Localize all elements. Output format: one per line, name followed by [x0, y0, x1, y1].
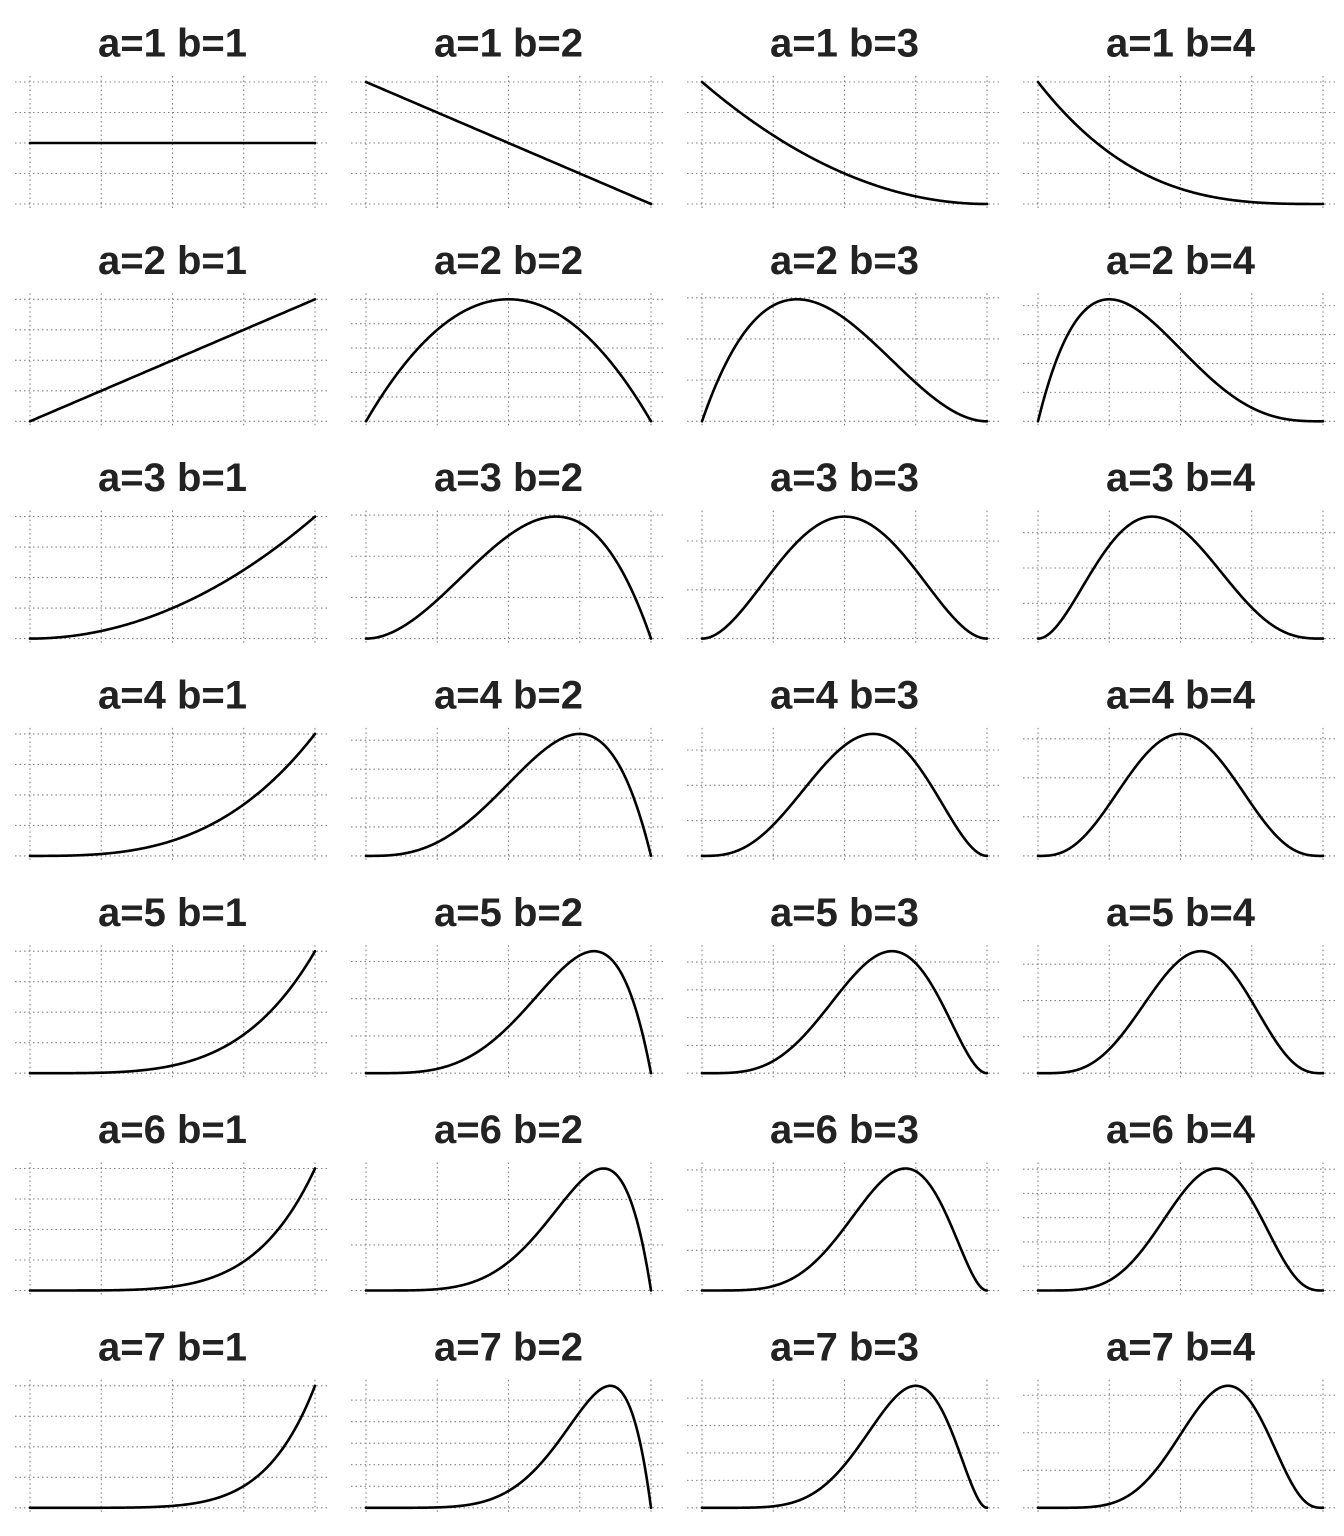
- panel-title: a=1 b=3: [770, 22, 919, 66]
- panel: a=5 b=3: [687, 891, 1002, 1080]
- panel-title: a=1 b=4: [1106, 22, 1256, 66]
- pdf-curve: [700, 80, 989, 206]
- panel-title: a=1 b=1: [98, 22, 247, 66]
- panel-title: a=5 b=1: [98, 891, 247, 935]
- pdf-curve: [700, 732, 989, 858]
- pdf-curve: [1036, 515, 1325, 640]
- panel-title: a=2 b=2: [434, 239, 583, 283]
- pdf-curve: [28, 298, 317, 423]
- panel: a=6 b=4: [1023, 1108, 1338, 1297]
- pdf-curve: [364, 515, 653, 640]
- panel: a=3 b=3: [687, 456, 1002, 645]
- panel-title: a=3 b=1: [98, 456, 247, 500]
- panel-title: a=7 b=4: [1106, 1325, 1256, 1369]
- panel: a=2 b=4: [1023, 239, 1338, 428]
- panel: a=5 b=4: [1023, 891, 1338, 1080]
- panel: a=6 b=2: [351, 1108, 666, 1297]
- pdf-curve: [1036, 1167, 1325, 1292]
- panel: a=2 b=3: [687, 239, 1002, 428]
- pdf-curve: [1036, 1384, 1325, 1510]
- panel: a=2 b=1: [15, 239, 330, 428]
- panel: a=5 b=2: [351, 891, 666, 1080]
- pdf-curve: [1036, 80, 1325, 206]
- panel: a=5 b=1: [15, 891, 330, 1080]
- pdf-curve: [28, 515, 317, 640]
- panel: a=7 b=2: [351, 1325, 666, 1514]
- panel-title: a=6 b=3: [770, 1108, 919, 1152]
- pdf-curve: [364, 298, 653, 423]
- panel-title: a=3 b=3: [770, 456, 919, 500]
- panel-title: a=2 b=3: [770, 239, 919, 283]
- panel: a=3 b=4: [1023, 456, 1338, 645]
- panel: a=1 b=4: [1023, 22, 1338, 210]
- pdf-curve: [1036, 732, 1325, 858]
- pdf-curve: [28, 949, 317, 1075]
- pdf-curve: [1036, 298, 1325, 423]
- pdf-curve: [28, 732, 317, 858]
- panel: a=2 b=2: [351, 239, 666, 428]
- panel: a=4 b=2: [351, 673, 666, 862]
- panel: a=4 b=4: [1023, 673, 1338, 862]
- panel-title: a=4 b=4: [1106, 673, 1256, 717]
- panel: a=7 b=3: [687, 1325, 1002, 1514]
- panel-title: a=2 b=4: [1106, 239, 1256, 283]
- pdf-curve: [700, 515, 989, 640]
- panel: a=1 b=1: [15, 22, 330, 210]
- panel-title: a=7 b=2: [434, 1325, 583, 1369]
- panel-title: a=4 b=2: [434, 673, 583, 717]
- panel-title: a=5 b=4: [1106, 891, 1256, 935]
- panel: a=4 b=3: [687, 673, 1002, 862]
- panel-title: a=6 b=1: [98, 1108, 247, 1152]
- panel: a=6 b=1: [15, 1108, 330, 1297]
- panel-title: a=6 b=2: [434, 1108, 583, 1152]
- panel-title: a=4 b=3: [770, 673, 919, 717]
- pdf-curve: [28, 1384, 317, 1510]
- panel-title: a=7 b=1: [98, 1325, 247, 1369]
- panel: a=1 b=3: [687, 22, 1002, 210]
- panel: a=3 b=1: [15, 456, 330, 645]
- pdf-curve: [364, 949, 653, 1075]
- pdf-curve: [28, 1167, 317, 1292]
- pdf-curve: [700, 1167, 989, 1292]
- pdf-curve: [1036, 949, 1325, 1075]
- pdf-curve: [364, 1167, 653, 1292]
- pdf-curve: [364, 732, 653, 858]
- panel-title: a=2 b=1: [98, 239, 247, 283]
- panel: a=7 b=1: [15, 1325, 330, 1514]
- panel-title: a=5 b=2: [434, 891, 583, 935]
- pdf-curve: [700, 949, 989, 1075]
- panel: a=3 b=2: [351, 456, 666, 645]
- panel-title: a=1 b=2: [434, 22, 583, 66]
- panel-title: a=3 b=2: [434, 456, 583, 500]
- panel-title: a=5 b=3: [770, 891, 919, 935]
- panel-title: a=7 b=3: [770, 1325, 919, 1369]
- pdf-curve: [700, 298, 989, 423]
- panel: a=1 b=2: [351, 22, 666, 210]
- panel: a=6 b=3: [687, 1108, 1002, 1297]
- panel-title: a=3 b=4: [1106, 456, 1256, 500]
- panel-title: a=6 b=4: [1106, 1108, 1256, 1152]
- pdf-curve: [700, 1384, 989, 1510]
- pdf-curve: [364, 1384, 653, 1510]
- panel: a=4 b=1: [15, 673, 330, 862]
- pdf-curve: [364, 80, 653, 206]
- panel-title: a=4 b=1: [98, 673, 247, 717]
- panel: a=7 b=4: [1023, 1325, 1338, 1514]
